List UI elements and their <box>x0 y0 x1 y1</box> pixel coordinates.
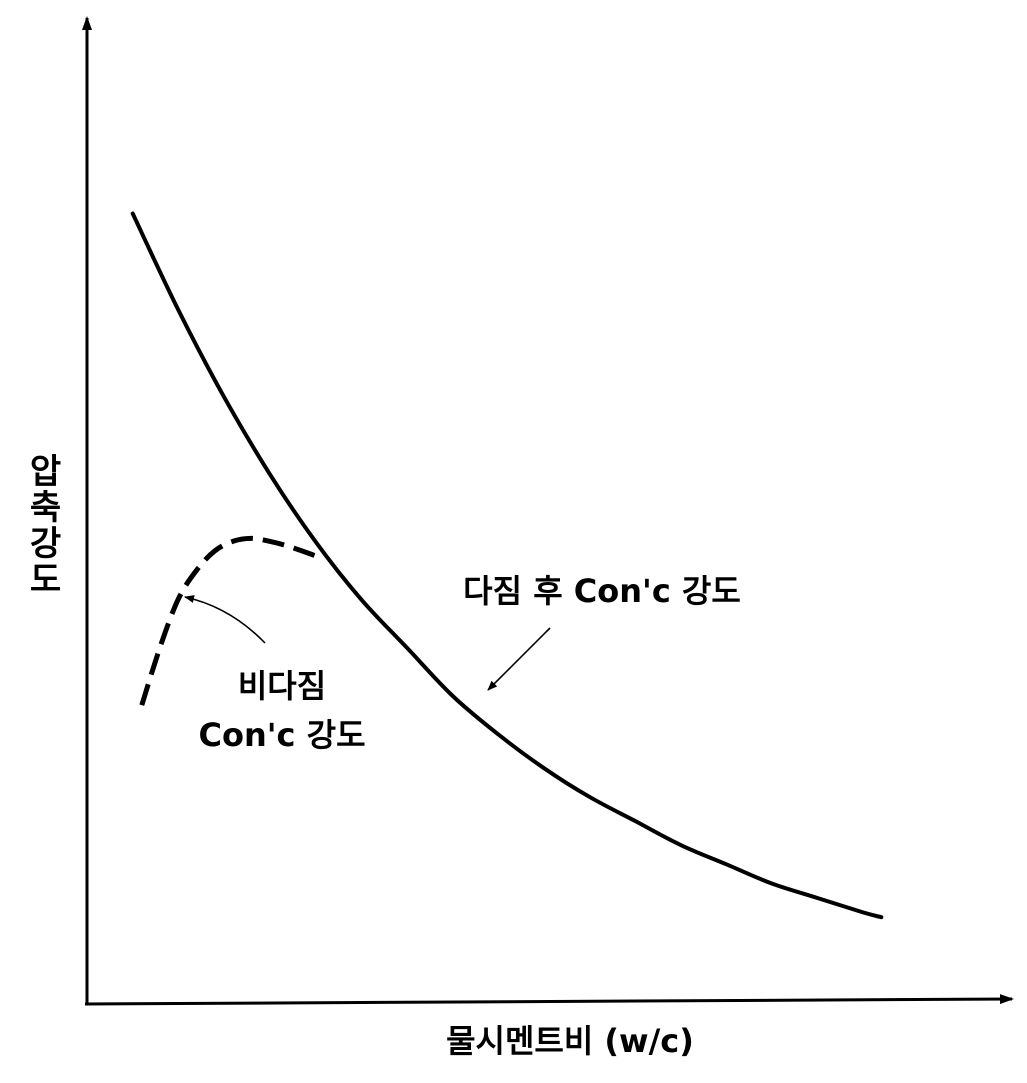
x-axis-label: 물시멘트비 (w/c) <box>446 1022 694 1060</box>
y-axis-label: 압축강도 <box>22 453 62 597</box>
series-compacted-strength <box>130 211 884 920</box>
x-axis <box>84 994 1014 1006</box>
label-compacted-strength: 다짐 후 Con'c 강도 <box>463 572 741 610</box>
series-uncompacted-strength <box>139 535 317 706</box>
pointer-arrow-uncompacted <box>184 595 266 644</box>
label-uncompacted-line1: 비다짐 <box>238 667 326 705</box>
pointer-arrow-compacted <box>487 627 551 691</box>
label-uncompacted-line2: Con'c 강도 <box>198 716 365 754</box>
